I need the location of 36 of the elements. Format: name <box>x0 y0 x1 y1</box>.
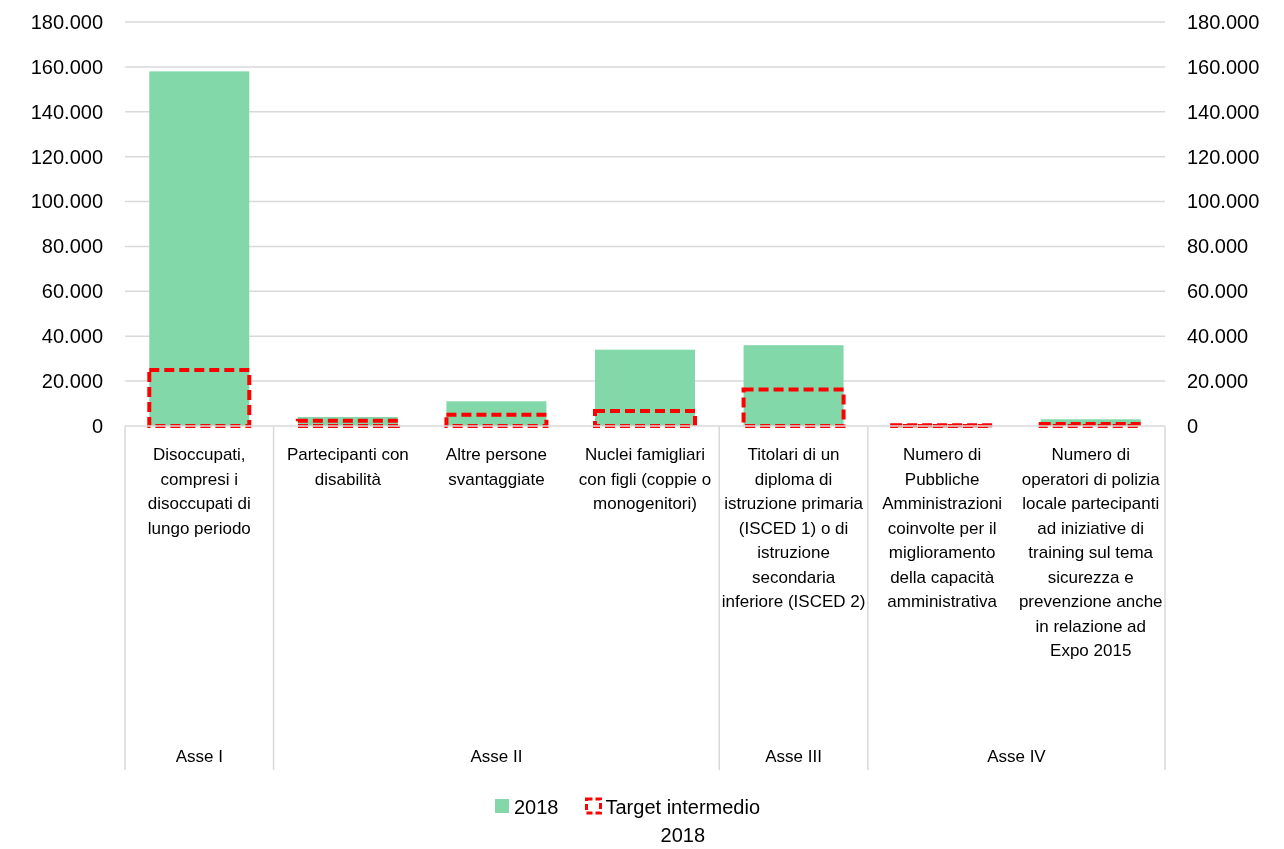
x-tick-label: Altre persone svantaggiate <box>445 445 547 489</box>
text: Asse IV <box>987 747 1047 766</box>
bar <box>149 71 250 426</box>
x-tick-label: Nuclei famigliari con figli (coppie o monogenitori) <box>578 445 712 513</box>
text: Asse III <box>765 747 822 766</box>
y-tick-label: 180.000 <box>30 10 103 33</box>
text: Asse I <box>175 747 223 766</box>
x-tick-label: Titolari di un diploma di istruzione primaria (ISCED 1) o di istruzione secondaria inferiore (ISCED 2) <box>721 445 866 611</box>
legend-label: 2018 <box>514 796 559 818</box>
y2-tick-label: 160.000 <box>1187 55 1260 78</box>
x-tick-label: Numero di Pubbliche Amministrazioni coinvolte per il miglioramento della capacità amministrativa <box>882 445 1003 611</box>
y2-tick-label: 100.000 <box>1187 190 1260 213</box>
y2-tick-label: 180.000 <box>1187 10 1260 33</box>
x-tick-label: Partecipanti con disabilità <box>286 445 409 489</box>
y-tick-label: 160.000 <box>30 55 103 78</box>
y-tick-label: 120.000 <box>30 145 103 168</box>
y2-tick-label: 60.000 <box>1187 280 1249 303</box>
category-label: Numero di operatori di polizia locale partecipanti ad iniziative di training sul tema sicurezza e prevenzione anche in relazione ad Expo 2015 <box>1018 445 1163 660</box>
bar <box>595 349 695 426</box>
bar <box>743 345 844 426</box>
y-tick-label: 80.000 <box>41 235 103 258</box>
y2-tick-label: 0 <box>1187 414 1199 437</box>
y-tick-label: 100.000 <box>30 190 103 213</box>
y-tick-label: 20.000 <box>41 370 103 393</box>
text: Asse II <box>470 747 523 766</box>
y-tick-label: 0 <box>91 414 103 437</box>
y2-tick-label: 80.000 <box>1187 235 1249 258</box>
y2-tick-label: 120.000 <box>1187 145 1260 168</box>
y2-tick-label: 40.000 <box>1187 325 1249 348</box>
legend-label: Target intermedio 2018 <box>605 796 761 846</box>
y-tick-label: 140.000 <box>30 100 103 123</box>
x-tick-label: Disoccupati, compresi i disoccupati di lungo periodo <box>147 445 251 538</box>
y-tick-label: 40.000 <box>41 325 103 348</box>
y2-tick-label: 20.000 <box>1187 370 1249 393</box>
y2-tick-label: 140.000 <box>1187 100 1260 123</box>
y-tick-label: 60.000 <box>41 280 103 303</box>
